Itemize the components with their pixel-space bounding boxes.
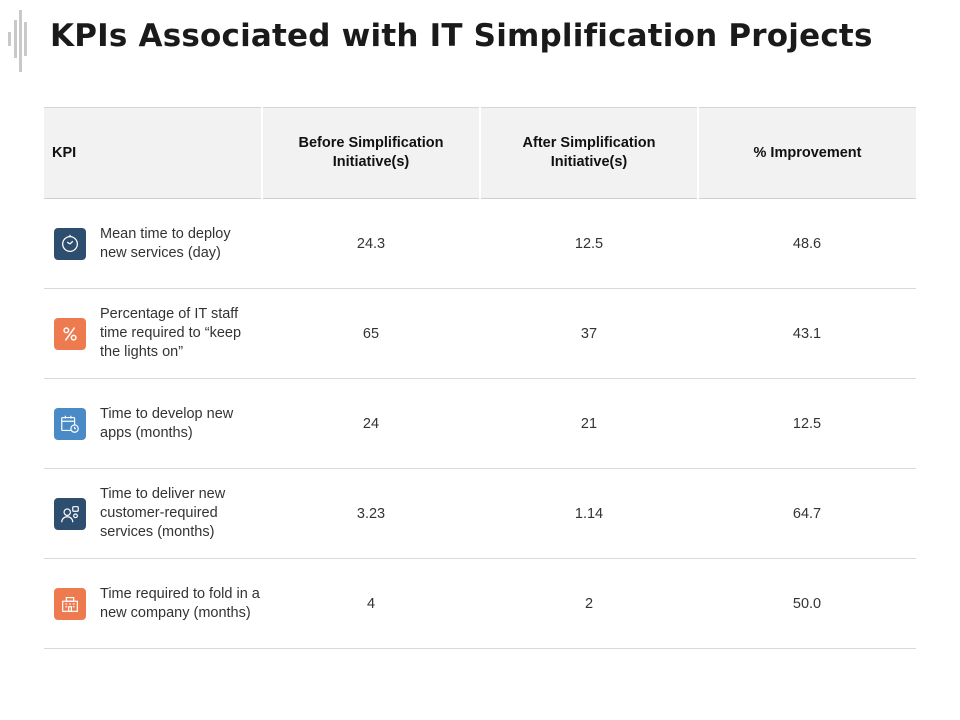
table-row: Mean time to deploy new services (day) 2… [44, 198, 916, 289]
kpi-cell: Time to deliver new customer-required se… [44, 468, 262, 559]
table-row: Time to deliver new customer-required se… [44, 468, 916, 559]
before-value: 3.23 [262, 468, 480, 559]
kpi-label: Percentage of IT staff time required to … [100, 306, 242, 360]
page-title: KPIs Associated with IT Simplification P… [50, 18, 873, 54]
kpi-label: Time required to fold in a new company (… [100, 585, 260, 621]
table-row: Percentage of IT staff time required to … [44, 288, 916, 379]
kpi-cell: Time to develop new apps (months) [44, 378, 262, 469]
header-improvement: % Improvement [698, 107, 916, 199]
customer-service-icon [54, 497, 86, 530]
before-value: 24.3 [262, 198, 480, 289]
kpi-label: Mean time to deploy new services (day) [100, 225, 231, 261]
calendar-clock-icon [54, 407, 86, 440]
after-value: 1.14 [480, 468, 698, 559]
kpi-cell: Mean time to deploy new services (day) [44, 198, 262, 289]
after-value: 37 [480, 288, 698, 379]
kpi-cell: Percentage of IT staff time required to … [44, 288, 262, 379]
after-value: 2 [480, 558, 698, 649]
header-kpi: KPI [44, 107, 263, 199]
header-after: After Simplification Initiative(s) [480, 107, 699, 199]
table-row: Time to develop new apps (months) 24 21 … [44, 378, 916, 469]
company-building-icon [54, 587, 86, 620]
header-before: Before Simplification Initiative(s) [262, 107, 481, 199]
clock-icon [54, 227, 86, 260]
table-row: Time required to fold in a new company (… [44, 558, 916, 649]
percent-icon [54, 317, 86, 350]
improvement-value: 48.6 [698, 198, 916, 289]
improvement-value: 12.5 [698, 378, 916, 469]
kpi-table: KPI Before Simplification Initiative(s) … [44, 107, 916, 649]
after-value: 12.5 [480, 198, 698, 289]
improvement-value: 43.1 [698, 288, 916, 379]
after-value: 21 [480, 378, 698, 469]
table-header-row: KPI Before Simplification Initiative(s) … [44, 107, 916, 199]
kpi-cell: Time required to fold in a new company (… [44, 558, 262, 649]
before-value: 4 [262, 558, 480, 649]
improvement-value: 50.0 [698, 558, 916, 649]
title-accent-bars [8, 10, 28, 72]
before-value: 65 [262, 288, 480, 379]
kpi-label: Time to deliver new customer-required se… [100, 486, 226, 540]
before-value: 24 [262, 378, 480, 469]
improvement-value: 64.7 [698, 468, 916, 559]
kpi-label: Time to develop new apps (months) [100, 405, 234, 441]
